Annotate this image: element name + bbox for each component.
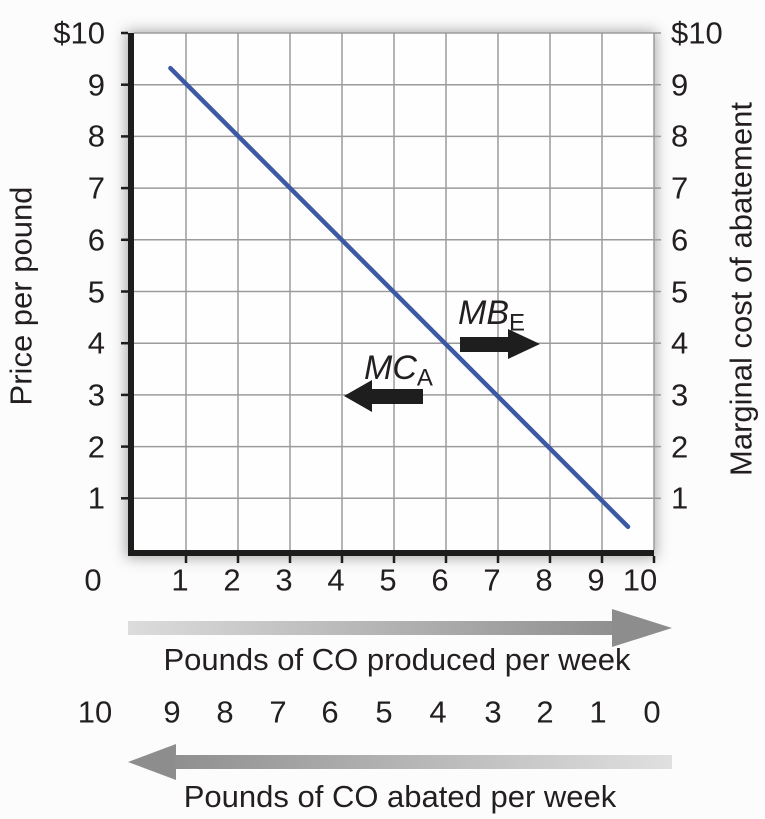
y-tick-right: $10 xyxy=(671,15,723,51)
y-tick-left: 9 xyxy=(87,67,105,103)
abated-axis-label: Pounds of CO abated per week xyxy=(183,779,617,814)
y-tick-left: 4 xyxy=(87,325,105,361)
produced-tick: 5 xyxy=(379,562,397,598)
abated-tick: 6 xyxy=(321,694,339,730)
produced-axis-arrow-bar xyxy=(128,621,614,635)
y-tick-left: 2 xyxy=(87,429,105,465)
produced-tick: 9 xyxy=(587,562,605,598)
produced-tick: 7 xyxy=(483,562,501,598)
y-tick-right: 5 xyxy=(671,274,689,309)
y-tick-right: 2 xyxy=(671,429,689,465)
y-tick-right: 6 xyxy=(671,222,689,258)
y-tick-left: 1 xyxy=(87,480,105,516)
abated-tick: 5 xyxy=(375,694,393,730)
abated-tick: 7 xyxy=(269,694,287,730)
mb-arrow-right-icon xyxy=(508,329,540,359)
produced-tick: 1 xyxy=(171,562,189,598)
right-y-axis-title: Marginal cost of abatement xyxy=(723,102,759,476)
produced-tick: 2 xyxy=(223,562,241,598)
produced-tick: 10 xyxy=(622,562,658,598)
mc-annotation-label: MCA xyxy=(364,349,433,392)
produced-axis-arrow-right-icon xyxy=(612,609,672,647)
y-tick-right: 8 xyxy=(671,118,689,154)
abated-tick: 0 xyxy=(643,694,661,730)
abated-tick: 2 xyxy=(536,694,554,730)
produced-tick: 3 xyxy=(275,562,293,598)
mc-arrow-left-icon xyxy=(344,380,372,412)
y-tick-right: 7 xyxy=(671,170,689,206)
produced-axis-label: Pounds of CO produced per week xyxy=(163,642,631,677)
y-tick-left: 3 xyxy=(87,377,105,413)
produced-tick: 4 xyxy=(327,562,345,598)
abated-tick: 3 xyxy=(484,694,502,730)
abated-tick: 4 xyxy=(429,694,447,730)
left-y-axis-title: Price per pound xyxy=(3,186,39,406)
y-tick-left: 7 xyxy=(87,170,105,206)
plot-area xyxy=(121,31,661,563)
y-tick-right: 4 xyxy=(671,325,689,361)
mb-arrow-bar xyxy=(460,337,510,352)
abated-axis-arrow-bar xyxy=(174,755,672,769)
chart-canvas xyxy=(121,31,661,563)
abated-axis-arrow-left-icon xyxy=(128,744,176,780)
abated-tick: 9 xyxy=(163,694,181,730)
y-tick-left: 6 xyxy=(87,222,105,258)
mb-annotation-label: MBE xyxy=(458,294,526,337)
abated-tick: 1 xyxy=(589,694,607,730)
y-tick-right: 3 xyxy=(671,377,689,413)
abated-tick: 8 xyxy=(216,694,234,730)
produced-tick: 8 xyxy=(535,562,553,598)
y-tick-right: 1 xyxy=(671,480,689,516)
produced-tick: 6 xyxy=(431,562,449,598)
mc-arrow-bar xyxy=(370,389,423,404)
abated-tick: 10 xyxy=(77,694,113,730)
y-tick-left: 8 xyxy=(87,118,105,154)
y-tick-left: $10 xyxy=(53,15,105,51)
produced-tick: 0 xyxy=(84,562,102,598)
y-tick-left: 5 xyxy=(87,274,105,309)
y-tick-right: 9 xyxy=(671,67,689,103)
